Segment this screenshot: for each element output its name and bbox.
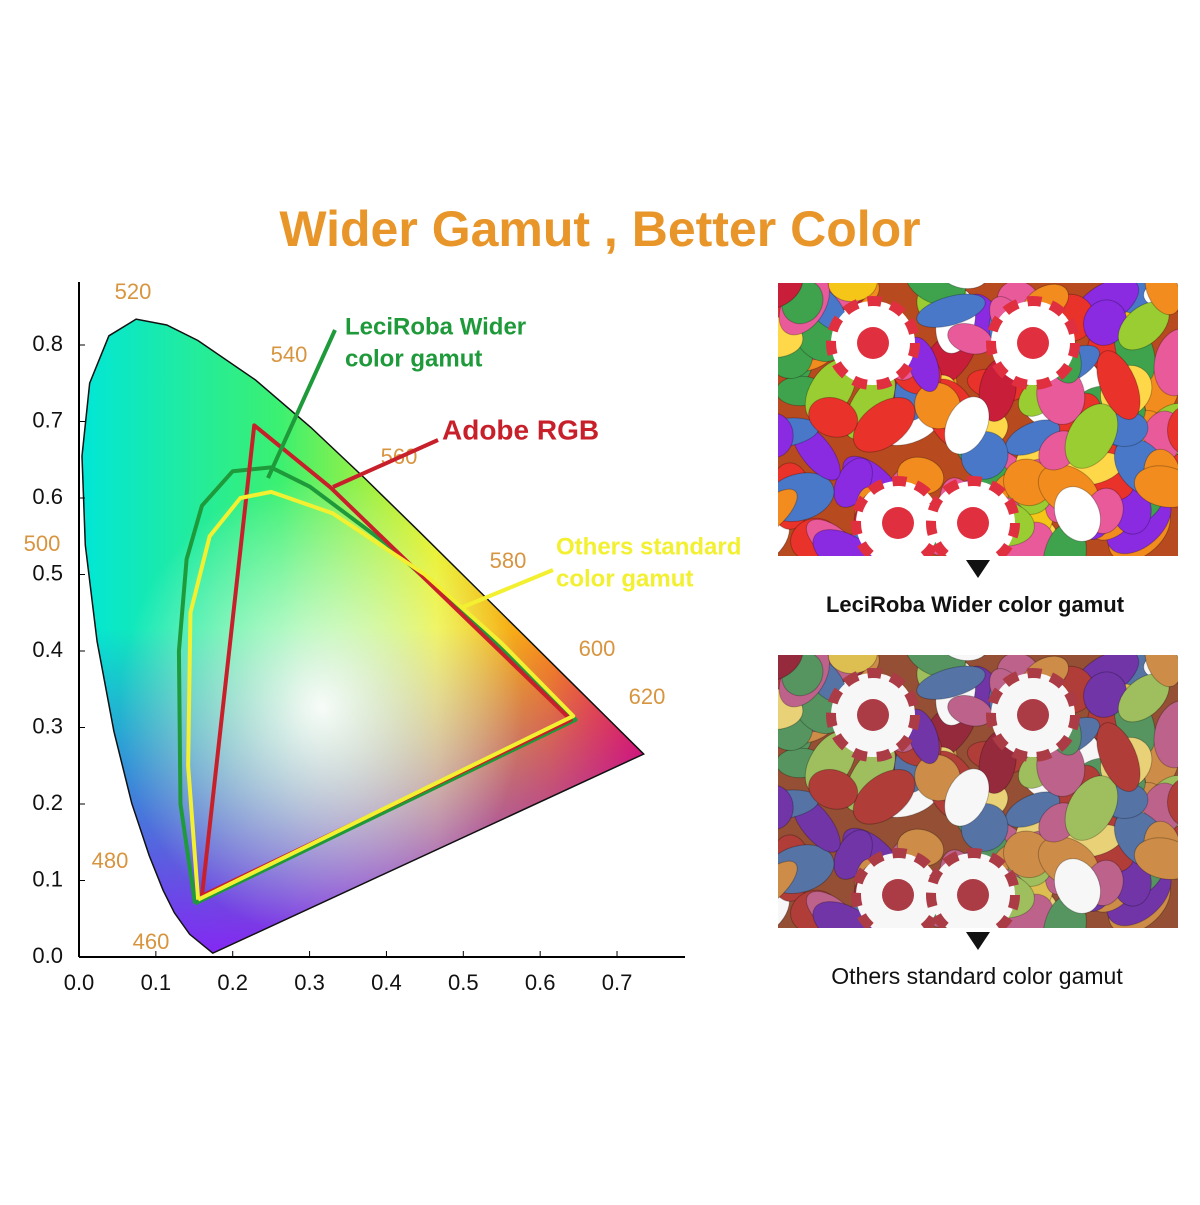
wavelength-label: 500 xyxy=(24,531,61,556)
leader xyxy=(266,329,337,479)
candy-photo xyxy=(778,283,1178,556)
y-tick-label: 0.5 xyxy=(32,560,63,585)
pointer xyxy=(966,560,990,578)
y-tick-label: 0.8 xyxy=(32,331,63,356)
axes xyxy=(78,282,685,958)
gamut-label: Others standard xyxy=(556,533,741,560)
wavelength-label: 620 xyxy=(629,684,666,709)
x-tick-label: 0.6 xyxy=(525,970,556,995)
x-tick-label: 0.2 xyxy=(217,970,248,995)
x-tick-label: 0.7 xyxy=(602,970,633,995)
gamut-label: color gamut xyxy=(556,565,693,592)
leaders xyxy=(266,329,554,609)
leader xyxy=(332,438,439,489)
leader xyxy=(462,568,554,609)
gamut-label: Adobe RGB xyxy=(442,414,599,445)
pointer xyxy=(966,932,990,950)
wavelength-label: 540 xyxy=(271,342,308,367)
y-tick-label: 0.4 xyxy=(32,637,63,662)
y-tick-label: 0.2 xyxy=(32,790,63,815)
y-tick-label: 0.0 xyxy=(32,943,63,968)
y-tick-label: 0.1 xyxy=(32,866,63,891)
y-tick-label: 0.7 xyxy=(32,407,63,432)
wavelength-label: 480 xyxy=(92,848,129,873)
x-tick-label: 0.4 xyxy=(371,970,402,995)
caption: LeciRoba Wider color gamut xyxy=(826,592,1125,617)
wavelength-label: 460 xyxy=(133,929,170,954)
chromaticity-plot: 0.0 0.1 0.2 0.3 0.4 0.5 0.6 0.7 0.0 0.1 0.2 0.3 0.4 0… xyxy=(24,279,666,995)
x-tick-label: 0.5 xyxy=(448,970,479,995)
gamut-outline xyxy=(186,489,576,902)
title: Wider Gamut , Better Color xyxy=(279,201,920,257)
locus-fill xyxy=(81,319,644,954)
y-tick-label: 0.6 xyxy=(32,484,63,509)
candy-photo xyxy=(778,655,1178,928)
gamut-outline xyxy=(176,465,578,906)
wavelength-label: 580 xyxy=(490,548,527,573)
wavelength-label: 600 xyxy=(579,636,616,661)
y-tick-label: 0.3 xyxy=(32,713,63,738)
x-tick-label: 0.1 xyxy=(141,970,172,995)
x-tick-label: 0.0 xyxy=(64,970,95,995)
x-tick-label: 0.3 xyxy=(294,970,325,995)
gamut-label: color gamut xyxy=(345,345,482,372)
spectral-locus xyxy=(81,318,645,955)
caption: Others standard color gamut xyxy=(831,963,1123,989)
gamut-label: LeciRoba Wider xyxy=(345,313,526,340)
wavelength-label: 520 xyxy=(115,279,152,304)
